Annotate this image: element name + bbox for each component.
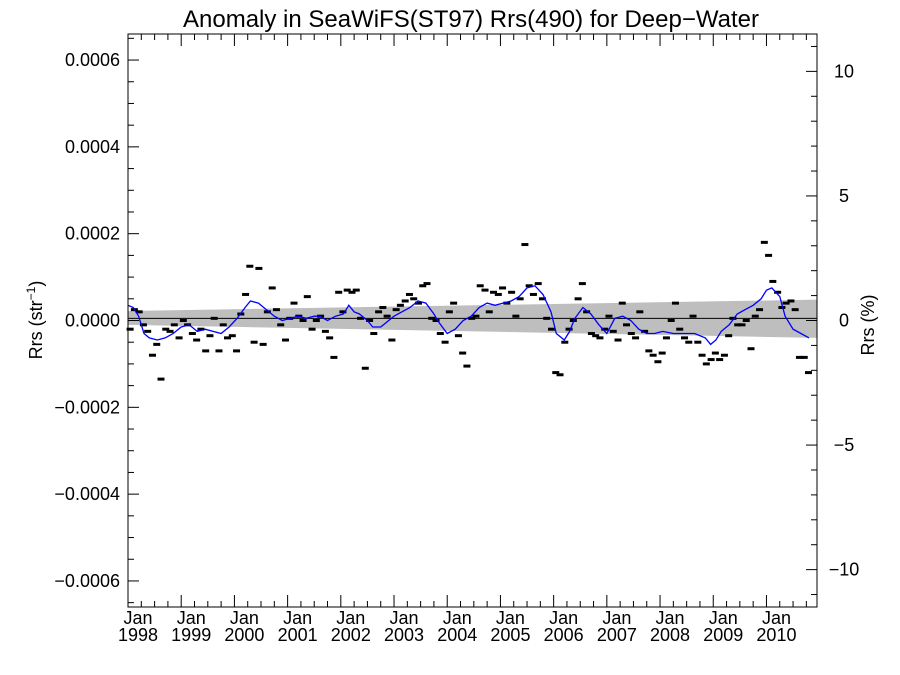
left-tick-label: 0.0004 [65, 137, 120, 157]
x-tick-year-label: 2008 [650, 625, 690, 645]
x-tick-month-label: Jan [496, 608, 525, 628]
right-tick-label: −10 [829, 560, 860, 580]
x-tick-month-label: Jan [762, 608, 791, 628]
left-axis-title-tail: ) [26, 281, 46, 287]
x-tick-year-label: 2003 [384, 625, 424, 645]
x-tick-year-label: 1999 [171, 625, 211, 645]
x-tick-month-label: Jan [390, 608, 419, 628]
x-tick-month-label: Jan [283, 608, 312, 628]
x-tick-year-label: 2005 [490, 625, 530, 645]
right-tick-label: 10 [834, 61, 854, 81]
left-axis: 0.0006 0.0004 0.0002 0.0000 −0.0002 −0.0004 −0… [54, 37, 139, 604]
x-tick-year-label: 2009 [703, 625, 743, 645]
running-mean-layer [127, 285, 810, 346]
x-tick-month-label: Jan [443, 608, 472, 628]
right-axis: 10 5 0 −5 −10 [806, 45, 860, 596]
x-axis: Jan1998Jan1999Jan2000Jan2001Jan2002Jan20… [118, 34, 807, 645]
x-tick-month-label: Jan [230, 608, 259, 628]
left-tick-label: 0.0002 [65, 224, 120, 244]
left-axis-title-main: Rrs (str [26, 300, 46, 359]
left-tick-label: −0.0002 [54, 397, 120, 417]
x-tick-month-label: Jan [656, 608, 685, 628]
right-tick-label: −5 [834, 435, 855, 455]
left-tick-label: 0.0000 [65, 311, 120, 331]
x-tick-month-label: Jan [177, 608, 206, 628]
x-tick-year-label: 2010 [756, 625, 796, 645]
x-tick-year-label: 2006 [544, 625, 584, 645]
x-tick-year-label: 2000 [224, 625, 264, 645]
x-tick-month-label: Jan [602, 608, 631, 628]
x-tick-month-label: Jan [336, 608, 365, 628]
x-tick-month-label: Jan [709, 608, 738, 628]
right-tick-label: 0 [839, 311, 849, 331]
x-tick-year-label: 2001 [278, 625, 318, 645]
x-tick-year-label: 2004 [437, 625, 477, 645]
right-tick-label: 5 [839, 186, 849, 206]
running-mean-line [127, 285, 810, 346]
x-tick-month-label: Jan [549, 608, 578, 628]
left-axis-title: Rrs (str−1) [24, 281, 46, 360]
left-axis-title-superscript: −1 [24, 286, 38, 300]
left-tick-label: −0.0006 [54, 571, 120, 591]
left-tick-label: −0.0004 [54, 484, 120, 504]
chart-title: Anomaly in SeaWiFS(ST97) Rrs(490) for De… [183, 6, 759, 33]
x-tick-year-label: 2002 [331, 625, 371, 645]
x-tick-month-label: Jan [123, 608, 152, 628]
x-tick-year-label: 2007 [597, 625, 637, 645]
left-tick-label: 0.0006 [65, 50, 120, 70]
right-axis-title: Rrs (%) [858, 295, 878, 356]
x-tick-year-label: 1998 [118, 625, 158, 645]
